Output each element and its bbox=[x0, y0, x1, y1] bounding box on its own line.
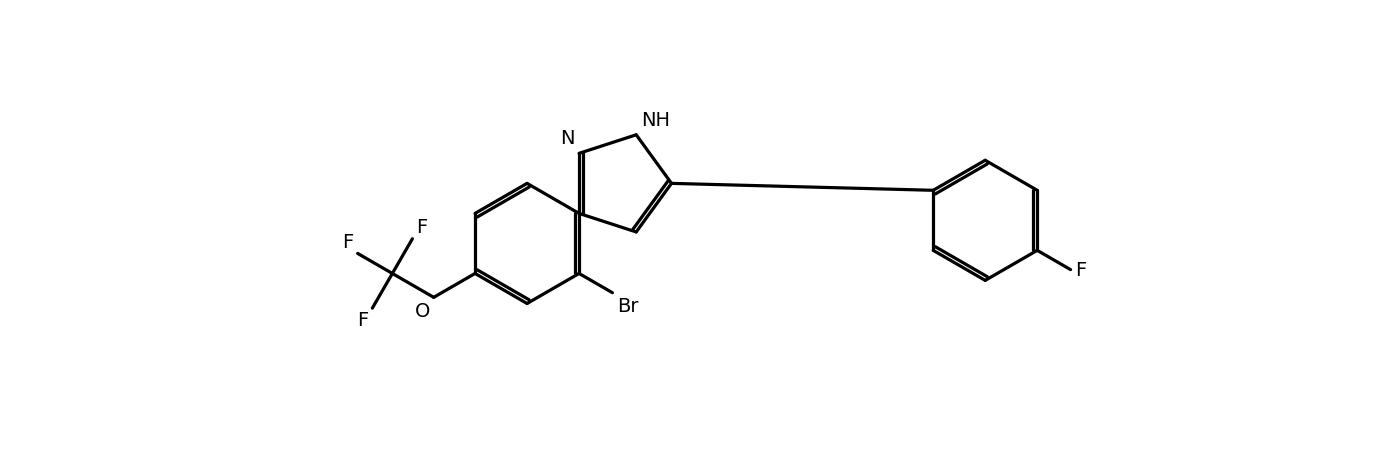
Text: F: F bbox=[358, 311, 369, 330]
Text: Br: Br bbox=[617, 296, 639, 315]
Text: O: O bbox=[416, 302, 431, 321]
Text: F: F bbox=[416, 218, 427, 237]
Text: N: N bbox=[560, 129, 574, 148]
Text: F: F bbox=[342, 233, 353, 252]
Text: NH: NH bbox=[640, 110, 669, 129]
Text: F: F bbox=[1076, 261, 1087, 280]
